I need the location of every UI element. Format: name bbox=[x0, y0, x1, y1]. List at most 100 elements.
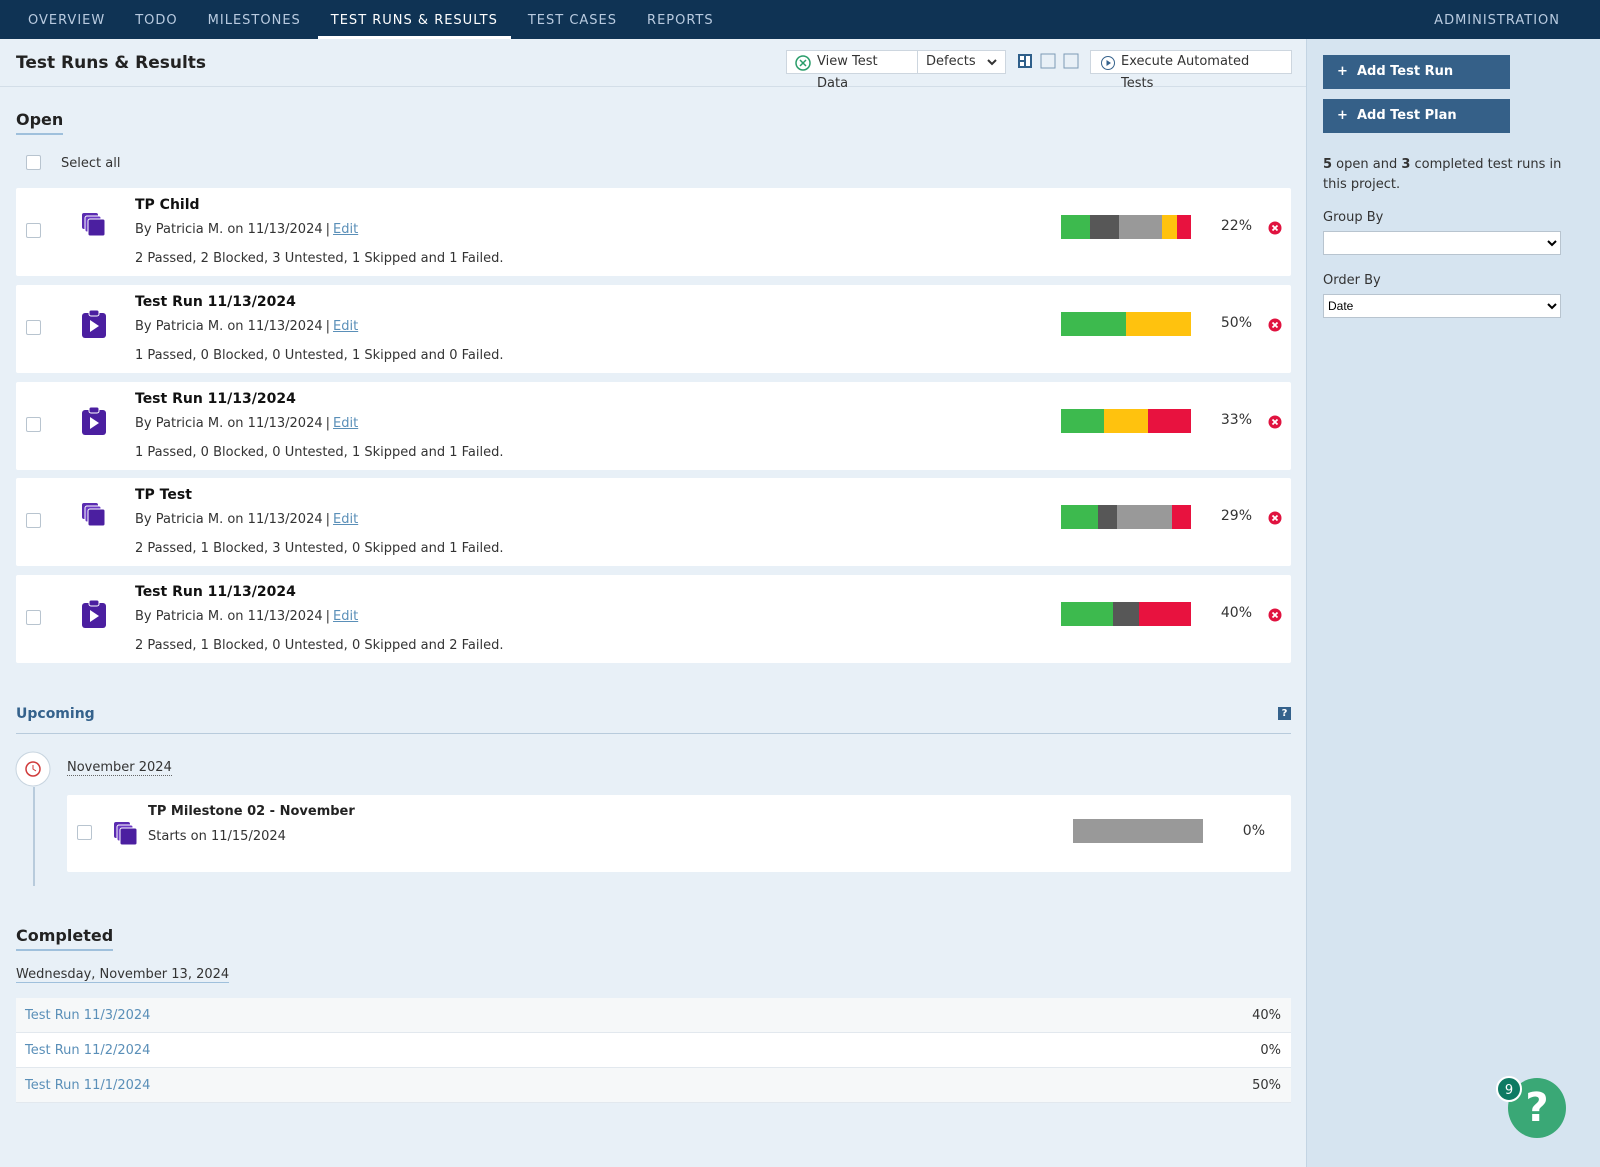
milestone-name[interactable]: TP Milestone 02 - November bbox=[148, 804, 355, 819]
milestone-checkbox[interactable] bbox=[77, 825, 92, 840]
run-link[interactable]: Test Run 11/2/2024 bbox=[25, 1043, 151, 1058]
view-test-data-button[interactable]: View Test Data bbox=[786, 50, 918, 91]
run-name[interactable]: Test Run 11/13/2024 bbox=[135, 390, 296, 407]
close-run[interactable] bbox=[1268, 608, 1282, 622]
shape bbox=[90, 416, 99, 429]
bar-segment bbox=[1126, 311, 1191, 336]
milestone-bar bbox=[1073, 819, 1203, 843]
run-percent: 0% bbox=[1260, 1043, 1281, 1058]
bar-segment bbox=[1139, 602, 1191, 627]
shape bbox=[90, 319, 99, 332]
run-percent: 50% bbox=[1220, 314, 1252, 331]
bar-segment bbox=[1116, 505, 1173, 530]
open-heading: Open bbox=[16, 110, 64, 135]
run-name[interactable]: TP Test bbox=[135, 487, 192, 504]
status-bar bbox=[1061, 505, 1191, 530]
run-author: By Patricia M. on 11/13/2024 bbox=[135, 222, 323, 237]
run-summary: 2 Passed, 2 Blocked, 3 Untested, 1 Skipp… bbox=[135, 251, 504, 266]
run-link[interactable]: Test Run 11/1/2024 bbox=[25, 1078, 151, 1093]
separator: | bbox=[325, 222, 331, 237]
bar-segment bbox=[1147, 408, 1191, 433]
run-meta: By Patricia M. on 11/13/2024 | Edit bbox=[135, 416, 358, 431]
close-run[interactable] bbox=[1268, 221, 1282, 235]
view-toggles[interactable] bbox=[1017, 53, 1081, 69]
nav-tab[interactable]: REPORTS bbox=[647, 13, 714, 28]
admin-tab[interactable]: ADMINISTRATION bbox=[1434, 13, 1560, 28]
label: Add Test Plan bbox=[1356, 108, 1457, 123]
run-checkbox[interactable] bbox=[26, 610, 41, 626]
completed-count: 3 bbox=[1401, 157, 1411, 172]
close-run[interactable] bbox=[1268, 511, 1282, 525]
run-summary: 2 Passed, 1 Blocked, 3 Untested, 0 Skipp… bbox=[135, 541, 504, 557]
completed-row: Test Run 11/2/2024 0% bbox=[16, 1033, 1291, 1068]
run-name[interactable]: TP Child bbox=[135, 197, 200, 213]
run-author: By Patricia M. on 11/13/2024 bbox=[135, 609, 323, 625]
run-meta: By Patricia M. on 11/13/2024 | Edit bbox=[135, 222, 358, 237]
run-checkbox[interactable] bbox=[26, 319, 41, 335]
run-card: TP Child By Patricia M. on 11/13/2024 | Edi… bbox=[16, 188, 1291, 276]
bar-segment bbox=[1089, 215, 1119, 239]
upcoming-help[interactable]: ? bbox=[1278, 707, 1291, 720]
select-all-checkbox[interactable] bbox=[26, 155, 41, 170]
run-checkbox[interactable] bbox=[26, 416, 41, 432]
edit-link[interactable]: Edit bbox=[333, 415, 359, 431]
bar-segment bbox=[1061, 215, 1090, 239]
bar-segment bbox=[1061, 311, 1126, 336]
run-name[interactable]: Test Run 11/13/2024 bbox=[135, 584, 296, 601]
bar-segment bbox=[1061, 505, 1099, 530]
upcoming-heading: Upcoming bbox=[16, 706, 95, 722]
status-bar bbox=[1061, 408, 1191, 433]
bar-segment bbox=[1061, 602, 1113, 627]
run-summary: 1 Passed, 0 Blocked, 0 Untested, 1 Skipp… bbox=[135, 347, 504, 363]
plan-icon bbox=[82, 503, 106, 527]
close-run[interactable] bbox=[1268, 415, 1282, 429]
upcoming-month: November 2024 bbox=[67, 760, 172, 776]
nav-tab[interactable]: MILESTONES bbox=[207, 13, 301, 28]
shape bbox=[88, 599, 100, 607]
separator: | bbox=[325, 318, 331, 334]
run-percent: 29% bbox=[1220, 508, 1252, 525]
separator: | bbox=[325, 415, 331, 431]
add-run-button[interactable]: + Add Test Run bbox=[1323, 55, 1510, 89]
shape bbox=[90, 610, 99, 623]
defects-dropdown[interactable]: Defects bbox=[917, 50, 1006, 74]
nav-tab[interactable]: OVERVIEW bbox=[28, 13, 106, 28]
run-percent: 33% bbox=[1220, 411, 1252, 428]
sidebar: + Add Test Run + Add Test Plan 5 open an… bbox=[1306, 39, 1600, 1167]
completed-row: Test Run 11/3/2024 40% bbox=[16, 998, 1291, 1033]
status-bar bbox=[1061, 311, 1191, 336]
shape bbox=[1271, 418, 1279, 425]
edit-link[interactable]: Edit bbox=[333, 609, 359, 625]
page-title: Test Runs & Results bbox=[16, 53, 207, 73]
add-plan-button[interactable]: + Add Test Plan bbox=[1323, 99, 1510, 133]
edit-link[interactable]: Edit bbox=[333, 222, 359, 237]
shape bbox=[88, 309, 100, 317]
edit-link[interactable]: Edit bbox=[333, 512, 359, 528]
execute-button[interactable]: Execute Automated Tests bbox=[1090, 50, 1292, 91]
group-by-select[interactable] bbox=[1323, 231, 1561, 255]
run-meta: By Patricia M. on 11/13/2024 | Edit bbox=[135, 319, 358, 334]
shape bbox=[87, 508, 106, 527]
run-name[interactable]: Test Run 11/13/2024 bbox=[135, 293, 296, 310]
run-link[interactable]: Test Run 11/3/2024 bbox=[25, 1008, 151, 1023]
text: open and bbox=[1332, 157, 1402, 172]
completed-row: Test Run 11/1/2024 50% bbox=[16, 1068, 1291, 1103]
label: Add Test Run bbox=[1356, 64, 1454, 79]
run-checkbox[interactable] bbox=[26, 223, 41, 238]
close-run[interactable] bbox=[1268, 318, 1282, 332]
plan-icon bbox=[82, 213, 106, 237]
help-badge: 9 bbox=[1496, 1076, 1522, 1102]
run-author: By Patricia M. on 11/13/2024 bbox=[135, 512, 323, 528]
shape bbox=[1271, 515, 1279, 522]
completed-heading: Completed bbox=[16, 926, 114, 951]
edit-link[interactable]: Edit bbox=[333, 318, 359, 334]
run-checkbox[interactable] bbox=[26, 513, 41, 529]
run-summary: 2 Passed, 1 Blocked, 0 Untested, 0 Skipp… bbox=[135, 638, 504, 654]
nav-tab[interactable]: TEST RUNS & RESULTS bbox=[317, 0, 511, 39]
nav-tab[interactable]: TEST CASES bbox=[527, 13, 618, 28]
bar-segment bbox=[1113, 602, 1139, 627]
order-by-select[interactable]: Date bbox=[1323, 294, 1561, 318]
nav-tab[interactable]: TODO bbox=[135, 13, 178, 28]
run-percent: 50% bbox=[1252, 1078, 1281, 1093]
